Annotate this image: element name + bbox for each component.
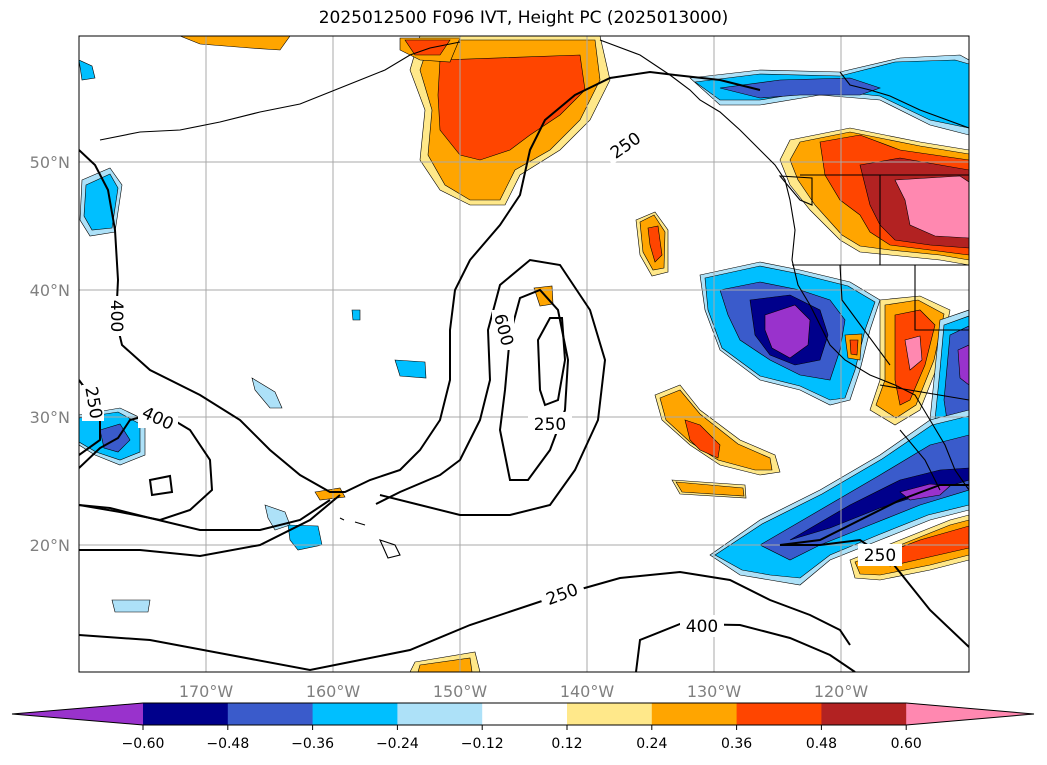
colorbar-extend-left (12, 703, 143, 725)
latitude-axis: 50°N 40°N 30°N 20°N (30, 153, 70, 555)
colorbar-tick-label: 0.60 (891, 736, 922, 752)
lat-label: 30°N (30, 408, 70, 427)
colorbar-tick-label: 0.12 (551, 736, 582, 752)
longitude-axis: 170°W 160°W 150°W 140°W 130°W 120°W (179, 682, 869, 701)
colorbar-segment (482, 703, 568, 725)
lon-label: 130°W (687, 682, 742, 701)
colorbar-tick-label: −0.60 (122, 736, 165, 752)
colorbar-tick-label: −0.36 (291, 736, 334, 752)
lon-label: 170°W (179, 682, 234, 701)
colorbar-tick-label: −0.24 (376, 736, 419, 752)
coastlines (99, 39, 969, 559)
colorbar-segment (143, 703, 229, 725)
contour-label: 250 (534, 415, 566, 435)
map-title: 2025012500 F096 IVT, Height PC (20250130… (318, 8, 729, 28)
colorbar-tick-label: −0.48 (206, 736, 249, 752)
contour-label: 250 (544, 580, 581, 610)
colorbar-segment (567, 703, 653, 725)
colorbar-segment (651, 703, 738, 725)
colorbar-tick-label: 0.36 (721, 736, 752, 752)
map-frame (78, 35, 970, 673)
lon-label: 150°W (433, 682, 488, 701)
contour-label: 400 (686, 617, 718, 637)
lat-label: 40°N (30, 281, 70, 300)
ivt-shading (79, 36, 969, 672)
colorbar-tick-label: 0.24 (636, 736, 667, 752)
colorbar-tick-label: 0.48 (806, 736, 837, 752)
lon-label: 160°W (306, 682, 361, 701)
contour-label: 250 (864, 546, 896, 566)
colorbar-segment (397, 703, 483, 725)
colorbar-segment (736, 703, 822, 725)
colorbar-tick-label: −0.12 (461, 736, 504, 752)
colorbar-extend-right (906, 703, 1034, 725)
colorbar: −0.60 −0.48 −0.36 −0.24 −0.12 0.12 0.24 0.36 0.4… (11, 702, 1035, 752)
lon-label: 140°W (560, 682, 615, 701)
lat-label: 20°N (30, 536, 70, 555)
contour-labels: 250 400 250 400 600 250 250 400 250 (80, 121, 902, 637)
colorbar-segment (821, 703, 907, 725)
height-contours (79, 70, 969, 672)
lat-label: 50°N (30, 153, 70, 172)
colorbar-segment (312, 703, 398, 725)
contour-label: 400 (106, 300, 126, 332)
colorbar-segment (227, 703, 314, 725)
map-area: 250 400 250 400 600 250 250 400 250 (79, 36, 969, 672)
lon-label: 120°W (814, 682, 869, 701)
